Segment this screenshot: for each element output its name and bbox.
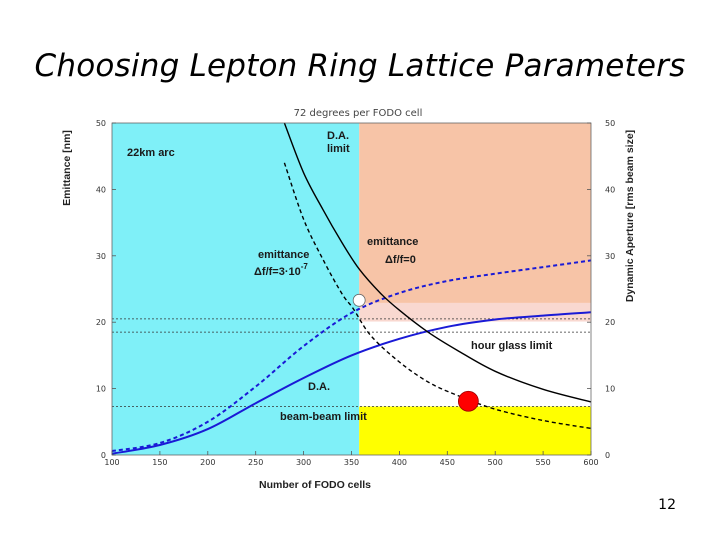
y-tick-label-left-3: 30 [96,252,106,261]
annotation-emittance-left-2-main: Δf/f=3·10 [254,266,301,278]
x-tick-label-0: 100 [104,458,119,467]
annotation-hourglass-limit: hour glass limit [471,340,553,352]
series-line-0 [111,259,592,452]
y-tick-label-left-1: 10 [96,385,106,394]
x-tick-label-7: 450 [440,458,455,467]
x-tick-label-5: 350 [344,458,359,467]
y-tick-label-left-5: 50 [96,119,106,128]
x-tick-label-2: 200 [200,458,215,467]
annotation-emittance-left-exp: -7 [301,262,309,271]
y-tick-label-right-0: 0 [605,451,610,460]
y-tick-label-right-5: 50 [605,119,615,128]
annotation-22km-arc: 22km arc [127,147,175,159]
y-tick-label-left-4: 40 [96,185,106,194]
x-tick-label-6: 400 [392,458,407,467]
chart-markers [352,293,479,412]
region-large-da [359,123,591,303]
annotation-da: D.A. [308,381,330,393]
annotation-da-limit-1: D.A. [327,130,349,142]
series-line-3 [283,162,592,430]
y-axis-label-right: Dynamic Aperture [rms beam size] [624,130,636,302]
y-tick-label-right-2: 20 [605,318,615,327]
x-tick-label-4: 300 [296,458,311,467]
y-axis-label-left: Emittance [nm] [61,130,73,206]
x-tick-label-9: 550 [535,458,550,467]
x-axis-label: Number of FODO cells [259,479,371,491]
y-tick-label-left-2: 20 [96,318,106,327]
annotation-emittance-right-1: emittance [367,236,418,248]
region-beam-beam [359,406,591,455]
annotation-da-limit-2: limit [327,143,350,155]
y-tick-label-right-3: 30 [605,252,615,261]
slide-title: Choosing Lepton Ring Lattice Parameters [34,48,686,84]
x-tick-label-10: 600 [583,458,598,467]
region-22km-arc [112,123,360,455]
series-line-2 [283,122,592,403]
marker-white-dot [352,293,366,307]
chart-regions [112,123,591,455]
annotation-beam-beam-limit: beam-beam limit [280,411,367,423]
slide-number: 12 [658,497,676,513]
annotation-emittance-left-1: emittance [258,249,309,261]
y-tick-label-right-4: 40 [605,185,615,194]
annotation-emittance-right-2: Δf/f=0 [385,254,416,266]
chart-ticks: 100 150 200 250 300 350 400 450 500 550 6000102030… [96,119,615,467]
chart-curves [111,122,592,455]
series-line-1 [111,311,592,455]
chart-title: 72 degrees per FODO cell [294,108,423,119]
x-tick-label-3: 250 [248,458,263,467]
x-tick-label-8: 500 [488,458,503,467]
y-tick-label-left-0: 0 [101,451,106,460]
marker-red-dot [457,390,479,412]
x-tick-label-1: 150 [152,458,167,467]
annotation-emittance-left-2: Δf/f=3·10-7 [254,262,308,278]
y-tick-label-right-1: 10 [605,385,615,394]
